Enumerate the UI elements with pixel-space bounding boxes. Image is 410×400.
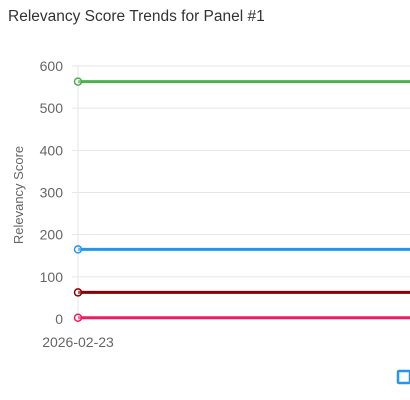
legend-swatch[interactable]: [396, 369, 410, 385]
data-point[interactable]: [73, 313, 83, 322]
x-tick-label: 2026-02-23: [42, 334, 114, 350]
y-tick-label: 200: [40, 227, 64, 243]
y-tick-label: 600: [40, 58, 64, 74]
data-point[interactable]: [73, 245, 83, 254]
y-tick-label: 400: [40, 142, 64, 158]
y-tick-label: 0: [55, 311, 63, 327]
data-point[interactable]: [73, 77, 83, 86]
chart-title: Relevancy Score Trends for Panel #1: [8, 8, 265, 25]
y-axis-label: Relevancy Score: [11, 146, 26, 244]
y-tick-label: 100: [40, 269, 64, 285]
y-tick-label: 300: [40, 185, 64, 201]
data-point[interactable]: [73, 288, 83, 297]
y-tick-label: 500: [40, 100, 64, 116]
